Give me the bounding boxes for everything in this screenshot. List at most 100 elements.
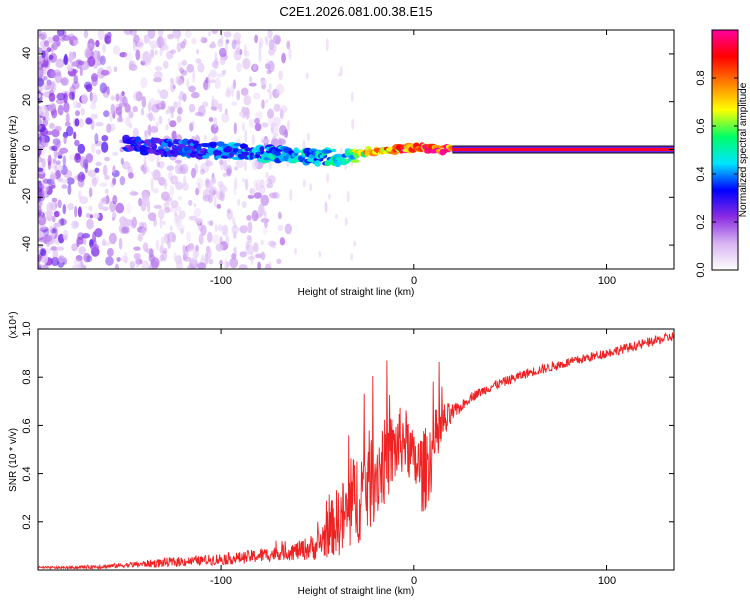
noise-blob xyxy=(344,217,348,227)
noise-blob xyxy=(150,170,155,177)
noise-blob xyxy=(50,184,56,189)
noise-blob xyxy=(150,40,158,49)
noise-blob xyxy=(140,51,150,64)
noise-blob xyxy=(181,69,188,76)
noise-blob xyxy=(255,111,263,119)
heatmap-y-tick-label: 0 xyxy=(21,145,33,151)
snr-plot-area xyxy=(38,329,674,570)
noise-blob xyxy=(152,116,156,121)
noise-blob xyxy=(275,91,279,98)
noise-blob xyxy=(71,264,81,269)
noise-blob xyxy=(87,56,96,67)
noise-blob xyxy=(120,255,129,263)
noise-blob xyxy=(119,52,128,58)
noise-blob xyxy=(176,224,185,231)
noise-blob xyxy=(209,220,214,226)
noise-blob xyxy=(214,51,218,64)
noise-blob xyxy=(78,171,85,183)
noise-blob xyxy=(38,139,42,150)
noise-blob xyxy=(56,139,61,148)
noise-blob xyxy=(267,60,275,73)
noise-blob xyxy=(191,167,196,179)
noise-blob xyxy=(244,225,248,233)
noise-blob xyxy=(148,112,154,122)
noise-blob xyxy=(150,177,154,191)
noise-blob xyxy=(198,105,206,117)
noise-blob xyxy=(77,232,84,241)
heatmap-x-tick-label: 0 xyxy=(411,275,417,287)
noise-blob xyxy=(258,41,262,56)
noise-blob xyxy=(119,216,127,226)
ridge-blob xyxy=(137,141,142,146)
noise-blob xyxy=(268,82,272,90)
snr-y-tick-label: 0.8 xyxy=(21,369,33,384)
noise-blob xyxy=(346,190,350,203)
noise-blob xyxy=(94,140,103,147)
noise-blob xyxy=(121,161,131,170)
noise-blob xyxy=(101,196,111,205)
noise-blob xyxy=(132,105,138,113)
noise-blob xyxy=(167,231,176,243)
noise-blob xyxy=(102,206,109,212)
noise-blob xyxy=(60,218,65,226)
noise-blob xyxy=(112,151,119,156)
noise-blob xyxy=(45,186,53,195)
noise-blob xyxy=(173,101,178,109)
noise-blob xyxy=(167,171,173,181)
noise-blob xyxy=(44,110,50,119)
noise-blob xyxy=(229,257,239,269)
noise-blob xyxy=(165,200,171,206)
noise-blob xyxy=(125,116,131,127)
noise-blob xyxy=(78,118,85,128)
noise-blob xyxy=(74,153,82,163)
noise-blob xyxy=(159,48,163,57)
noise-blob xyxy=(253,192,262,199)
noise-blob xyxy=(351,118,355,130)
noise-blob xyxy=(95,122,104,127)
noise-blob xyxy=(54,71,62,84)
noise-blob xyxy=(157,88,161,94)
noise-blob xyxy=(193,207,202,218)
ridge-blob xyxy=(186,149,193,154)
noise-blob xyxy=(70,39,74,45)
noise-blob xyxy=(219,259,223,266)
noise-blob xyxy=(200,168,205,175)
noise-blob xyxy=(251,159,259,171)
chart-title: C2E1.2026.081.00.38.E15 xyxy=(279,4,432,19)
noise-blob xyxy=(197,219,201,230)
noise-blob xyxy=(241,200,247,209)
noise-blob xyxy=(93,212,100,219)
noise-blob xyxy=(38,205,42,217)
noise-blob xyxy=(236,90,241,101)
noise-blob xyxy=(267,108,274,119)
noise-blob xyxy=(123,30,133,36)
noise-blob xyxy=(180,79,184,85)
noise-blob xyxy=(141,260,150,269)
noise-blob xyxy=(283,129,288,138)
noise-blob xyxy=(154,66,163,71)
noise-blob xyxy=(260,239,264,246)
noise-blob xyxy=(141,227,146,237)
ridge-blob xyxy=(296,149,301,153)
noise-blob xyxy=(77,206,82,218)
noise-blob xyxy=(246,214,252,221)
noise-blob xyxy=(40,249,47,257)
noise-blob xyxy=(38,265,42,269)
noise-blob xyxy=(62,229,69,241)
noise-blob xyxy=(109,111,113,123)
noise-blob xyxy=(52,248,59,260)
noise-blob xyxy=(188,103,196,113)
noise-blob xyxy=(87,169,97,177)
noise-blob xyxy=(324,200,328,213)
noise-blob xyxy=(167,33,175,40)
noise-blob xyxy=(251,210,259,222)
noise-blob xyxy=(102,44,106,53)
noise-blob xyxy=(39,226,49,233)
noise-blob xyxy=(249,188,253,197)
colorbar-label: Normalized spectral amplitude xyxy=(738,82,749,217)
noise-blob xyxy=(180,41,186,49)
ridge-band xyxy=(452,148,674,151)
noise-blob xyxy=(238,111,244,117)
noise-blob xyxy=(224,39,228,53)
noise-blob xyxy=(174,163,184,175)
